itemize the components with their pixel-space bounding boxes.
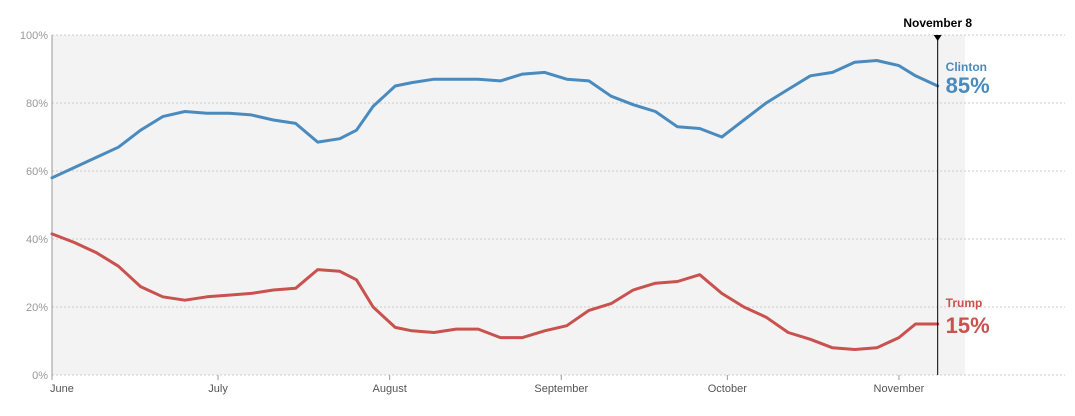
x-tick-label: October xyxy=(708,383,747,395)
marker-arrow-icon xyxy=(933,35,942,41)
y-tick-label: 100% xyxy=(20,30,48,42)
series-name-clinton: Clinton xyxy=(946,60,987,74)
series-lines xyxy=(50,59,940,351)
x-tick-label: August xyxy=(373,383,407,395)
x-tick-label: November xyxy=(874,383,925,395)
x-tick-label: September xyxy=(534,383,588,395)
y-tick-label: 0% xyxy=(32,370,48,382)
series-value-clinton: 85% xyxy=(946,73,990,98)
gridlines xyxy=(52,34,1065,376)
y-tick-label: 40% xyxy=(26,234,48,246)
series-name-trump: Trump xyxy=(946,296,983,310)
y-tick-label: 60% xyxy=(26,166,48,178)
y-tick-label: 80% xyxy=(26,98,48,110)
election-day-marker: November 8 xyxy=(903,16,972,375)
x-axis: June July August September October November xyxy=(50,35,925,395)
x-tick-label: July xyxy=(208,383,228,395)
series-line-trump xyxy=(50,232,940,351)
marker-label: November 8 xyxy=(903,16,972,30)
y-axis: 0% 20% 40% 60% 80% 100% xyxy=(20,30,48,382)
series-value-trump: 15% xyxy=(946,313,990,338)
series-line-clinton xyxy=(50,59,940,180)
plot-background xyxy=(52,35,965,375)
x-tick-label: June xyxy=(50,383,74,395)
y-tick-label: 20% xyxy=(26,302,48,314)
